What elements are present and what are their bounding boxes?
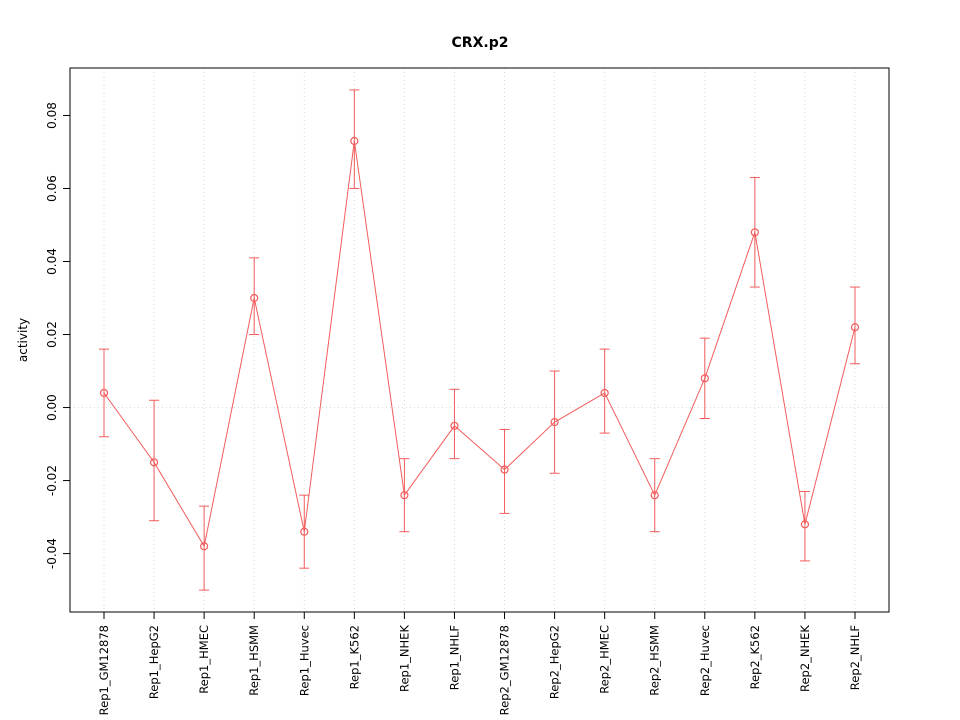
y-tick-label: 0.00: [45, 394, 59, 421]
x-tick-label: Rep1_GM12878: [97, 625, 111, 715]
y-tick-label: -0.04: [45, 538, 59, 569]
x-tick-label: Rep1_NHLF: [447, 625, 461, 690]
x-tick-label: Rep2_NHLF: [848, 625, 862, 690]
x-tick-label: Rep2_Huvec: [698, 625, 712, 696]
x-tick-label: Rep2_HSMM: [648, 625, 662, 696]
y-tick-label: 0.06: [45, 175, 59, 202]
x-tick-label: Rep2_GM12878: [498, 625, 512, 715]
x-tick-label: Rep1_NHEK: [397, 625, 411, 692]
data-point: [800, 520, 810, 529]
plot-layer: -0.04 -0.02 0.00 0.02 0.04 0.06 0.08 Rep1_GM128…: [45, 67, 890, 715]
x-tick-label: Rep1_Huvec: [297, 625, 311, 696]
data-point: [149, 458, 159, 467]
series-line: [103, 140, 856, 548]
data-point: [850, 323, 860, 332]
data-point: [450, 421, 459, 430]
data-point: [300, 527, 309, 536]
data-point: [650, 491, 659, 500]
x-tick-label: Rep2_NHEK: [798, 625, 812, 692]
data-point: [250, 293, 259, 303]
data-point: [350, 136, 359, 146]
chart-title: CRX.p2: [452, 35, 509, 51]
x-tick-label: Rep2_K562: [748, 625, 762, 689]
y-tick-label: -0.02: [45, 465, 59, 496]
x-tick-label: Rep1_HMEC: [197, 625, 211, 694]
x-tick-label: Rep1_K562: [347, 625, 361, 689]
data-point: [200, 542, 209, 551]
y-tick-label: 0.08: [45, 102, 59, 129]
plot-border: [69, 67, 890, 613]
data-point: [600, 388, 609, 398]
y-tick-label: 0.02: [45, 321, 59, 348]
data-point: [550, 418, 559, 427]
x-tick-label: Rep1_HepG2: [147, 625, 161, 699]
data-point: [400, 491, 409, 500]
x-tick-label: Rep2_HepG2: [548, 625, 562, 699]
y-axis-label: activity: [16, 318, 30, 362]
x-tick-label: Rep1_HSMM: [247, 625, 261, 696]
data-point: [500, 465, 509, 474]
x-tick-label: Rep2_HMEC: [598, 625, 612, 694]
data-point: [700, 374, 709, 383]
y-tick-label: 0.04: [45, 248, 59, 275]
data-point: [99, 388, 109, 398]
data-point: [750, 228, 759, 237]
